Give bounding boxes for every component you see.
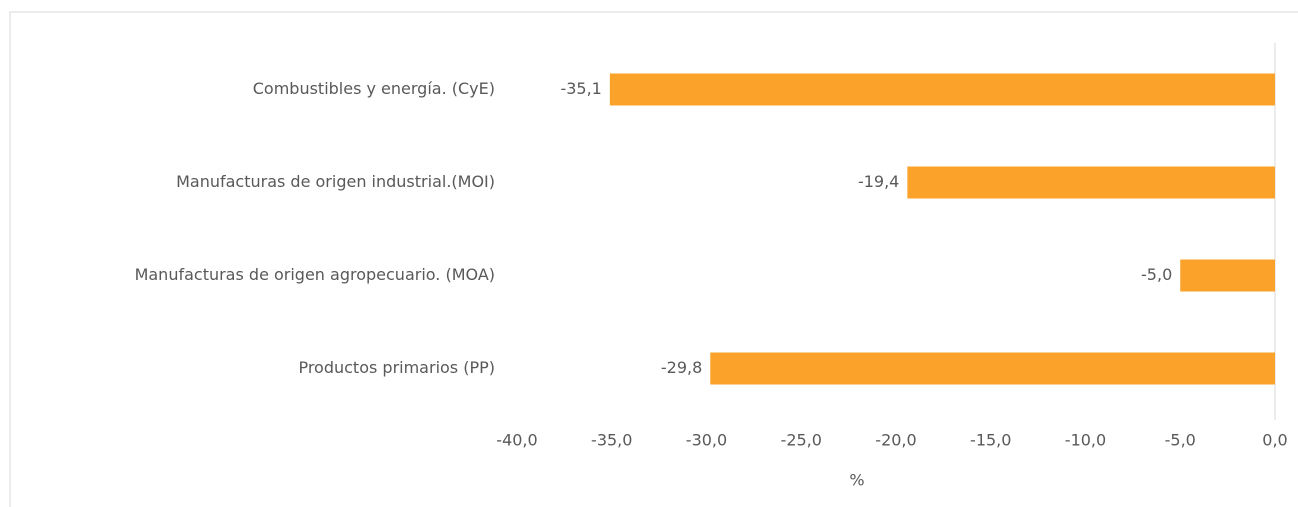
- bar: [609, 73, 1275, 106]
- y-tick-label: Manufacturas de origen industrial.(MOI): [176, 172, 495, 191]
- data-label: -19,4: [858, 172, 899, 191]
- bar: [907, 166, 1275, 199]
- data-label: -35,1: [560, 79, 601, 98]
- y-tick-label: Combustibles y energía. (CyE): [253, 79, 495, 98]
- x-tick-label: -15,0: [970, 431, 1011, 450]
- chart-frame: [9, 11, 1298, 507]
- x-tick-label: -40,0: [496, 431, 537, 450]
- x-tick-label: -35,0: [591, 431, 632, 450]
- y-tick-label: Manufacturas de origen agropecuario. (MO…: [135, 265, 495, 284]
- x-tick-label: -20,0: [875, 431, 916, 450]
- x-tick-label: -10,0: [1065, 431, 1106, 450]
- x-axis-label: %: [849, 471, 864, 490]
- y-tick-label: Productos primarios (PP): [298, 358, 495, 377]
- bar: [1180, 259, 1275, 292]
- x-tick-label: 0,0: [1262, 431, 1287, 450]
- x-tick-label: -5,0: [1165, 431, 1196, 450]
- x-tick-label: -30,0: [686, 431, 727, 450]
- data-label: -5,0: [1141, 265, 1172, 284]
- x-tick-label: -25,0: [781, 431, 822, 450]
- data-label: -29,8: [661, 358, 702, 377]
- bar: [710, 352, 1275, 385]
